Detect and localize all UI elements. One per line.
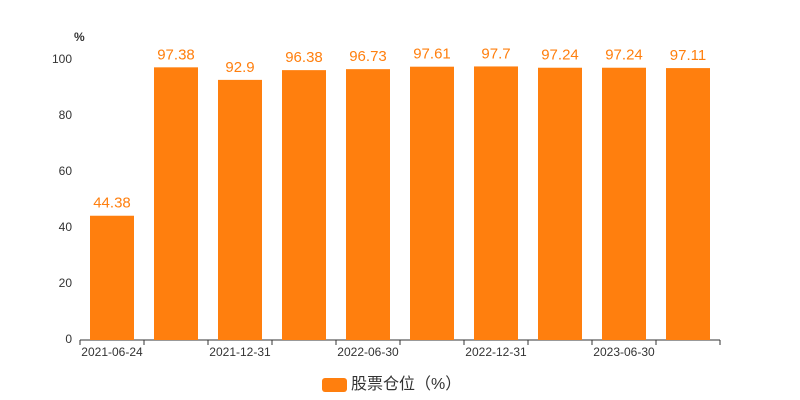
- y-tick-label: 40: [59, 220, 73, 234]
- value-label: 97.38: [157, 46, 195, 63]
- x-tick-label: 2021-06-24: [81, 345, 143, 359]
- legend-label: 股票仓位（%）: [351, 375, 461, 393]
- y-tick-label: 100: [52, 52, 72, 66]
- bar: [154, 67, 198, 340]
- value-label: 96.38: [285, 49, 323, 66]
- value-label: 97.61: [413, 46, 451, 63]
- y-tick-label: 80: [59, 108, 73, 122]
- value-label: 96.73: [349, 48, 387, 65]
- y-tick-label: 20: [59, 276, 73, 290]
- bar: [602, 67, 646, 340]
- value-label: 97.24: [605, 47, 643, 64]
- y-tick-label: 0: [65, 332, 72, 346]
- value-label: 97.7: [481, 45, 510, 62]
- x-tick-label: 2022-12-31: [465, 345, 527, 359]
- value-label: 44.38: [93, 195, 131, 212]
- value-label: 97.24: [541, 47, 579, 64]
- bar: [218, 79, 262, 340]
- y-tick-label: 60: [59, 164, 73, 178]
- bar: [346, 69, 390, 340]
- bar: [474, 66, 518, 340]
- x-tick-label: 2023-06-30: [593, 345, 655, 359]
- bar: [666, 68, 710, 340]
- x-tick-label: 2022-06-30: [337, 345, 399, 359]
- y-unit: %: [74, 30, 85, 44]
- bar: [538, 67, 582, 340]
- bar: [282, 70, 326, 341]
- bar: [410, 66, 454, 340]
- x-tick-label: 2021-12-31: [209, 345, 271, 359]
- bar: [90, 215, 134, 340]
- value-label: 92.9: [225, 59, 254, 76]
- value-label: 97.11: [670, 47, 706, 64]
- legend-swatch: [322, 378, 347, 392]
